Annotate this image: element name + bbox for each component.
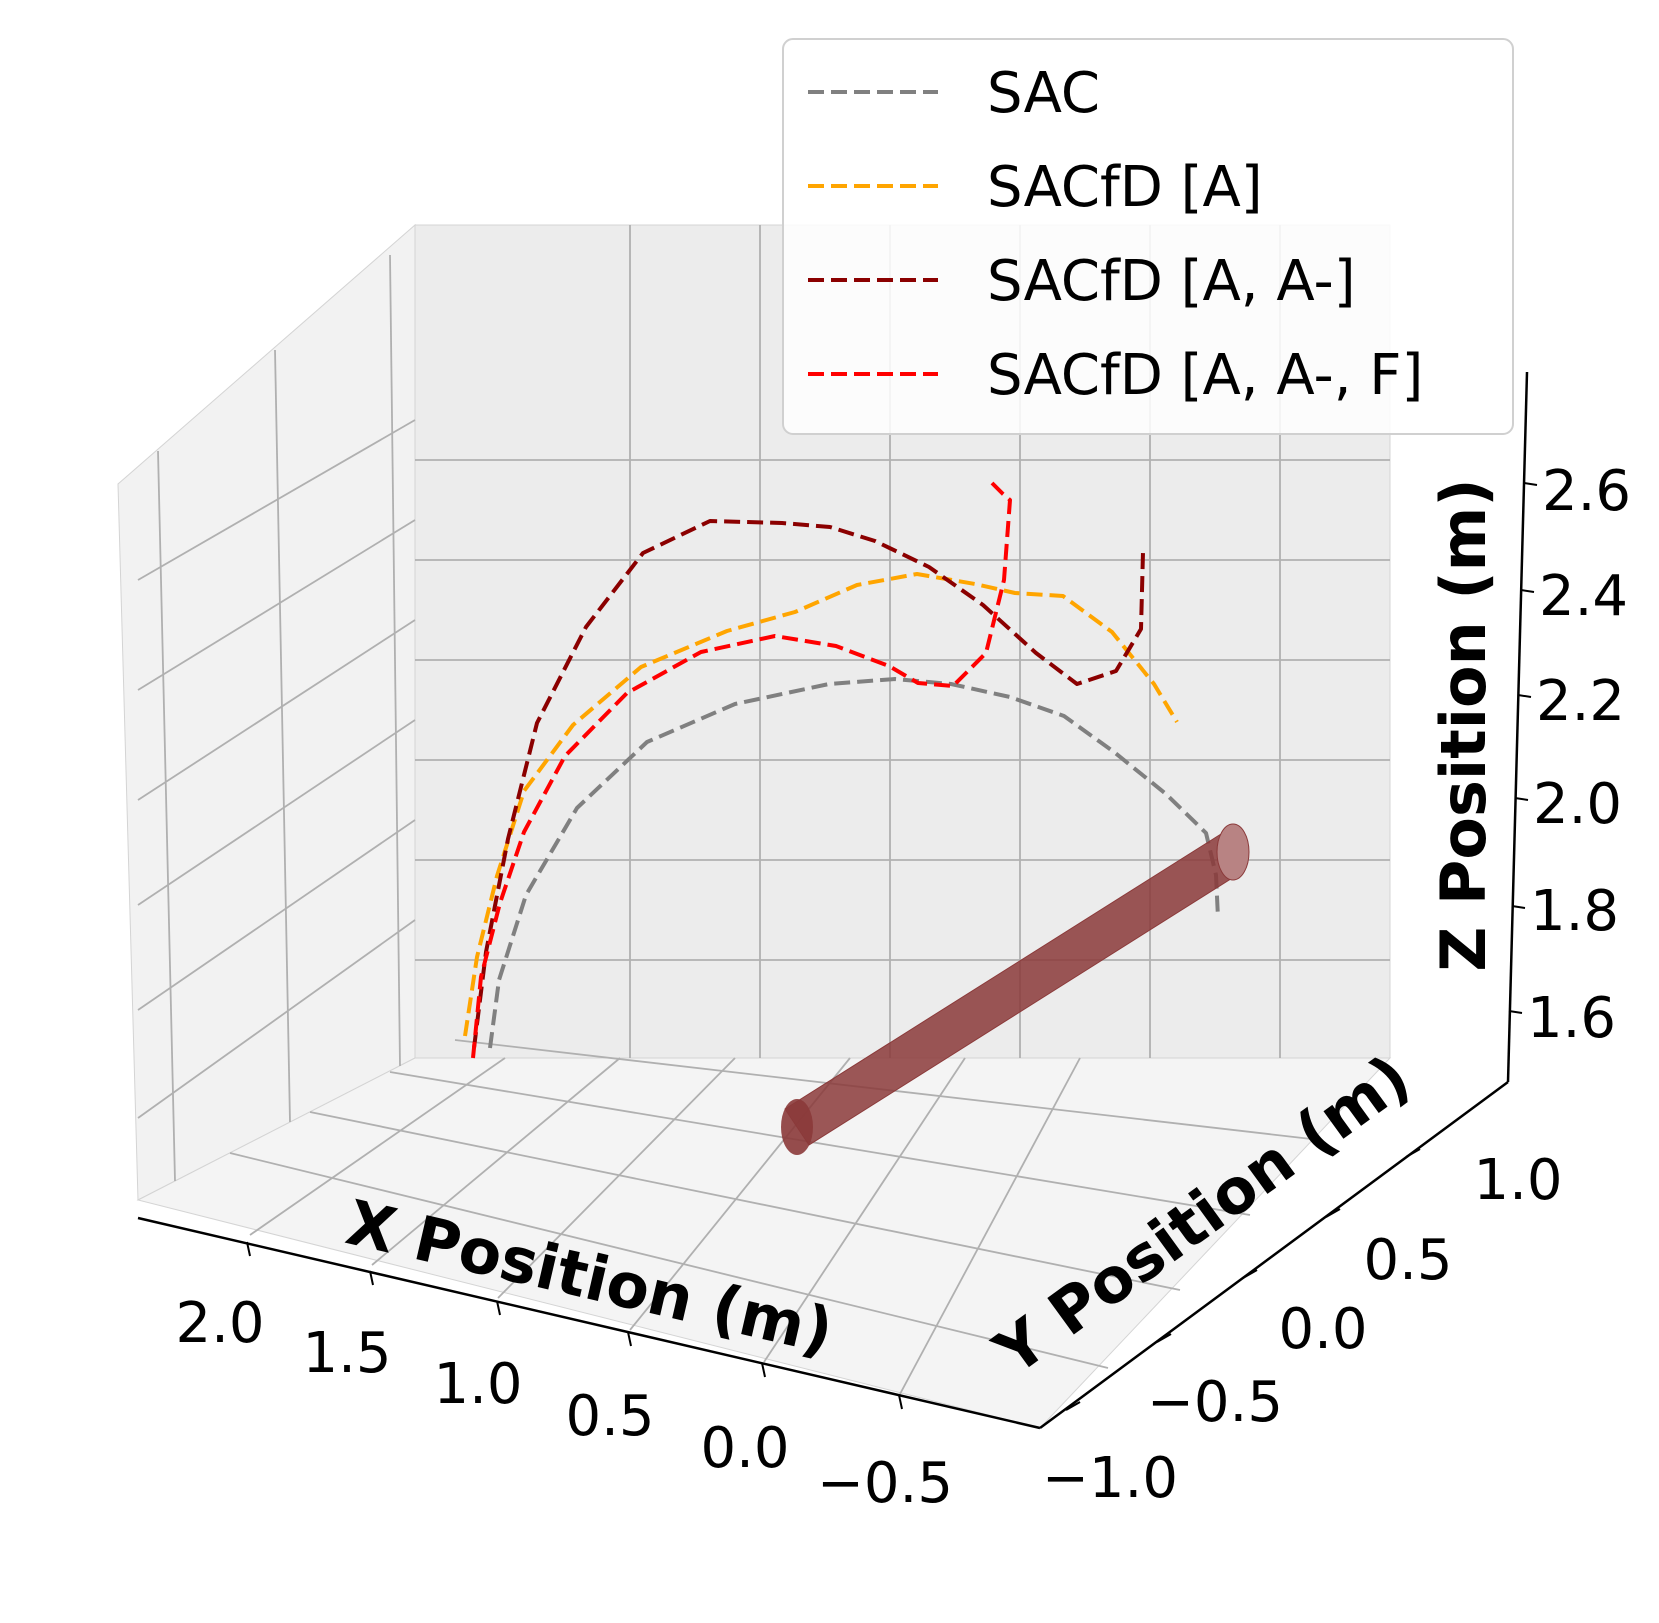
x-ticks xyxy=(246,1241,903,1410)
grid-line xyxy=(763,1057,966,1363)
grid-line xyxy=(309,1111,1181,1291)
cylinder-obstacle xyxy=(781,823,1250,1155)
grid-line xyxy=(137,519,416,691)
y-tick-label: 1.0 xyxy=(1473,1148,1562,1213)
grid-line xyxy=(137,819,416,1011)
x-tick-label: 1.0 xyxy=(433,1352,522,1417)
axes-lines xyxy=(137,371,1529,1430)
series-line-sacfd-a-a xyxy=(472,519,1145,1049)
x-tick-label: 0.0 xyxy=(700,1416,789,1481)
grid-lines xyxy=(137,225,1390,1395)
trajectory-lines xyxy=(463,481,1220,1059)
legend: SAC SACfD [A] SACfD [A, A-] SACfD [A, A-… xyxy=(782,38,1514,435)
z-tick-label: 2.0 xyxy=(1533,772,1622,837)
grid-line xyxy=(157,450,176,1182)
z-tick-label: 2.2 xyxy=(1536,669,1625,734)
grid-line xyxy=(137,919,416,1119)
z-tick-label: 1.6 xyxy=(1527,986,1616,1051)
legend-label-sacfd-a-a-minus-f: SACfD [A, A-, F] xyxy=(987,343,1423,408)
legend-box xyxy=(782,38,1514,435)
grid-line xyxy=(389,1071,1251,1216)
grid-line xyxy=(137,619,416,801)
z-axis-label: Z Position (m) xyxy=(1427,478,1500,971)
grid-line xyxy=(899,1057,1081,1395)
pane-left xyxy=(117,223,416,1201)
legend-label-sacfd-a: SACfD [A] xyxy=(987,155,1263,220)
z-tick-label: 2.6 xyxy=(1542,459,1631,524)
grid-line xyxy=(371,1057,621,1266)
y-tick-label: 0.0 xyxy=(1278,1297,1367,1362)
series-line-sac xyxy=(488,677,1220,1049)
legend-label-sacfd-a-a-minus: SACfD [A, A-] xyxy=(987,249,1356,314)
x-tick-labels: 2.0 1.5 1.0 0.5 0.0 −0.5 xyxy=(175,1291,953,1516)
series-line-sacfd-a-a-f xyxy=(471,481,1012,1059)
grid-line xyxy=(274,349,291,1123)
grid-line xyxy=(229,1152,1109,1369)
z-tick-label: 2.4 xyxy=(1539,564,1628,629)
z-ticks xyxy=(1508,482,1538,1014)
grid-line xyxy=(249,1057,506,1236)
grid-line xyxy=(497,1057,736,1299)
y-tick-labels: −1.0 −0.5 0.0 0.5 1.0 xyxy=(1042,1148,1563,1511)
grid-line xyxy=(137,419,416,581)
y-ticks xyxy=(1065,1148,1421,1411)
z-tick-labels: 1.6 1.8 2.0 2.2 2.4 2.6 xyxy=(1527,459,1631,1051)
x-tick-label: 2.0 xyxy=(175,1291,264,1356)
y-tick-label: −0.5 xyxy=(1147,1370,1283,1435)
legend-label-sac: SAC xyxy=(987,61,1100,126)
grid-line xyxy=(137,719,416,906)
x-tick-label: 0.5 xyxy=(565,1384,654,1449)
x-tick-label: 1.5 xyxy=(302,1321,391,1386)
pane-floor xyxy=(136,1057,1392,1429)
z-tick-label: 1.8 xyxy=(1530,879,1619,944)
y-tick-label: −1.0 xyxy=(1042,1446,1178,1511)
x-tick-label: −0.5 xyxy=(817,1451,953,1516)
y-tick-label: 0.5 xyxy=(1363,1228,1452,1293)
